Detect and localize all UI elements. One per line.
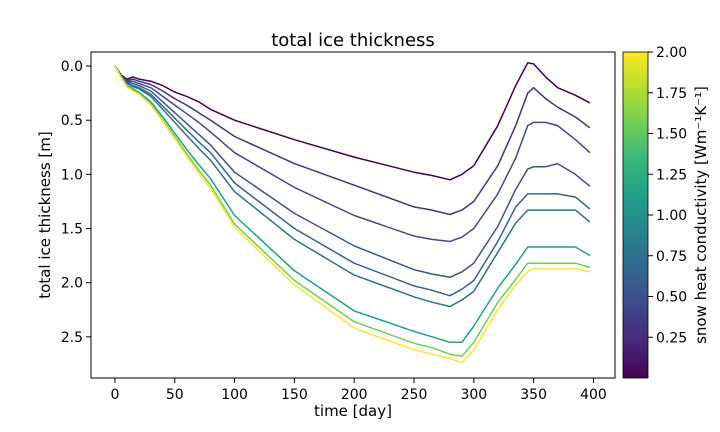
plot-area-frame	[90, 51, 616, 379]
y-axis-label: total ice thickness [m]	[36, 131, 54, 298]
x-tick-label: 350	[520, 387, 547, 403]
colorbar	[622, 51, 649, 379]
x-tick-label: 50	[166, 387, 184, 403]
x-tick-label: 150	[281, 387, 308, 403]
colorbar-tick-label: 1.75	[656, 86, 687, 102]
series-line-7	[114, 65, 591, 344]
chart-title: total ice thickness	[271, 30, 435, 51]
colorbar-tick-label: 1.50	[656, 127, 687, 143]
colorbar-tick-label: 1.00	[656, 208, 687, 224]
x-tick-label: 0	[110, 387, 119, 403]
series-line-5	[114, 65, 591, 297]
x-tick-label: 400	[580, 387, 607, 403]
x-tick-label: 200	[341, 387, 368, 403]
series-line-3	[114, 65, 591, 243]
y-tick-label: 2.5	[61, 330, 83, 346]
series-line-9	[114, 65, 591, 364]
x-axis-ticks: 0 50 100 150 200 250 300 350 400	[110, 378, 607, 403]
series-line-1	[114, 62, 591, 181]
colorbar-label: snow heat conductivity [Wm⁻¹K⁻¹]	[692, 86, 710, 344]
y-tick-label: 2.0	[61, 276, 83, 292]
x-tick-label: 300	[460, 387, 487, 403]
colorbar-ticks: 0.25 0.50 0.75 1.00 1.25 1.50 1.75 2.00	[648, 45, 687, 346]
series-lines	[114, 62, 591, 364]
colorbar-tick-label: 0.50	[656, 290, 687, 306]
x-tick-label: 250	[401, 387, 428, 403]
y-axis-ticks: 0.0 0.5 1.0 1.5 2.0 2.5	[61, 59, 91, 346]
colorbar-tick-label: 0.25	[656, 330, 687, 346]
x-tick-label: 100	[221, 387, 248, 403]
y-tick-label: 0.0	[61, 59, 83, 75]
x-axis-label: time [day]	[314, 402, 392, 420]
series-line-6	[114, 65, 591, 308]
y-tick-label: 0.5	[61, 113, 83, 129]
series-line-2	[114, 65, 591, 216]
series-line-4	[114, 65, 591, 279]
series-line-8	[114, 65, 591, 358]
y-tick-label: 1.5	[61, 222, 83, 238]
colorbar-tick-label: 1.25	[656, 167, 687, 183]
y-tick-label: 1.0	[61, 167, 83, 183]
colorbar-tick-label: 2.00	[656, 45, 687, 61]
colorbar-tick-label: 0.75	[656, 249, 687, 265]
